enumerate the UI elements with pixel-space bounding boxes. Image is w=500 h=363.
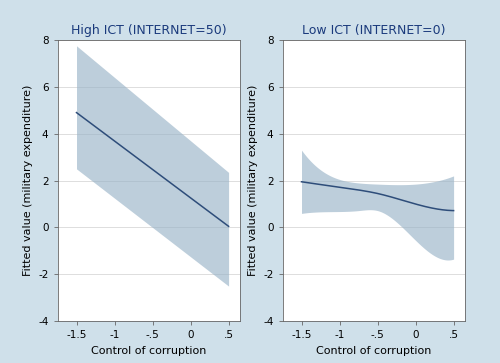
Title: Low ICT (INTERNET=0): Low ICT (INTERNET=0) [302, 24, 446, 37]
Y-axis label: Fitted value (military expenditure): Fitted value (military expenditure) [22, 85, 32, 276]
Title: High ICT (INTERNET=50): High ICT (INTERNET=50) [71, 24, 227, 37]
X-axis label: Control of corruption: Control of corruption [316, 346, 432, 356]
X-axis label: Control of corruption: Control of corruption [91, 346, 206, 356]
Y-axis label: Fitted value (military expenditure): Fitted value (military expenditure) [248, 85, 258, 276]
